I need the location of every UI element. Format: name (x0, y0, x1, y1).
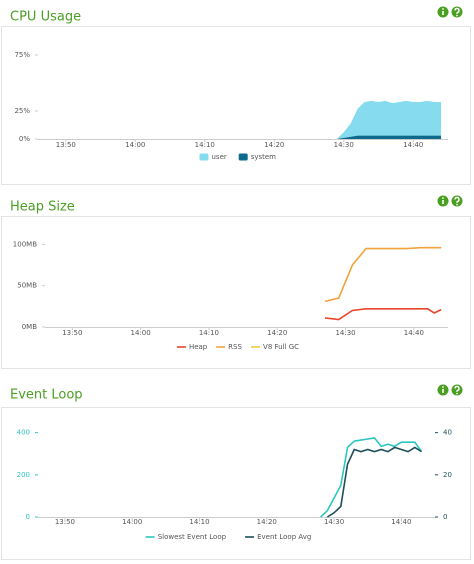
y2-tick-label: 40 (443, 429, 452, 437)
legend-label: V8 Full GC (263, 343, 299, 351)
chart-title: CPU Usage (10, 10, 81, 25)
panel-frame (1, 216, 471, 369)
line (320, 437, 423, 518)
info-icon[interactable] (437, 195, 449, 207)
x-tick-label: 14:40 (404, 329, 424, 337)
y-tick-label: 75% (14, 51, 30, 59)
panel-frame (1, 407, 471, 560)
panel-frame (1, 26, 471, 185)
y-tick-label: 400 (17, 429, 30, 437)
legend-label: user (212, 153, 227, 161)
legend-label: RSS (228, 343, 242, 351)
x-tick-label: 14:10 (195, 141, 215, 149)
x-tick-label: 14:10 (199, 329, 219, 337)
icons (437, 6, 463, 396)
x-tick-label: 13:50 (56, 141, 76, 149)
y-tick-label: 0 (26, 513, 30, 521)
y-tick-label: 0MB (22, 323, 37, 331)
legend-swatch (199, 153, 209, 161)
x-tick-label: 14:20 (264, 141, 284, 149)
legend-label: Heap (189, 343, 208, 351)
legend-label: Event Loop Avg (257, 533, 311, 541)
info-icon[interactable] (437, 384, 449, 396)
x-tick-label: 14:10 (189, 518, 209, 526)
x-tick-label: 14:20 (257, 518, 277, 526)
y2-tick-label: 20 (443, 471, 452, 479)
x-tick-label: 14:30 (324, 518, 344, 526)
y-tick-label: 25% (14, 107, 30, 115)
x-tick-label: 14:20 (267, 329, 287, 337)
area (336, 100, 442, 139)
x-tick-label: 14:40 (403, 141, 423, 149)
legend-swatch (238, 153, 248, 161)
line (324, 246, 442, 303)
y-tick-label: 0% (19, 135, 30, 143)
x-tick-label: 13:50 (62, 329, 82, 337)
y-tick-label: 50MB (17, 282, 37, 290)
x-tick-label: 14:30 (335, 329, 355, 337)
x-tick-label: 14:40 (391, 518, 411, 526)
help-icon[interactable] (451, 384, 463, 396)
chart-title: Heap Size (10, 200, 75, 215)
y-tick-label: 200 (17, 471, 30, 479)
x-tick-label: 14:30 (334, 141, 354, 149)
chart-title: Event Loop (10, 388, 83, 403)
y-tick-label: 100MB (13, 240, 37, 248)
area (336, 135, 442, 139)
x-tick-label: 14:00 (131, 329, 151, 337)
line (324, 308, 442, 321)
x-tick-label: 14:00 (125, 141, 145, 149)
legend-label: Slowest Event Loop (158, 533, 227, 541)
line (326, 446, 422, 518)
x-tick-label: 14:00 (122, 518, 142, 526)
legend-label: system (251, 153, 276, 161)
info-icon[interactable] (437, 6, 449, 18)
help-icon[interactable] (451, 195, 463, 207)
help-icon[interactable] (451, 6, 463, 18)
y2-tick-label: 0 (443, 513, 447, 521)
x-tick-label: 13:50 (55, 518, 75, 526)
